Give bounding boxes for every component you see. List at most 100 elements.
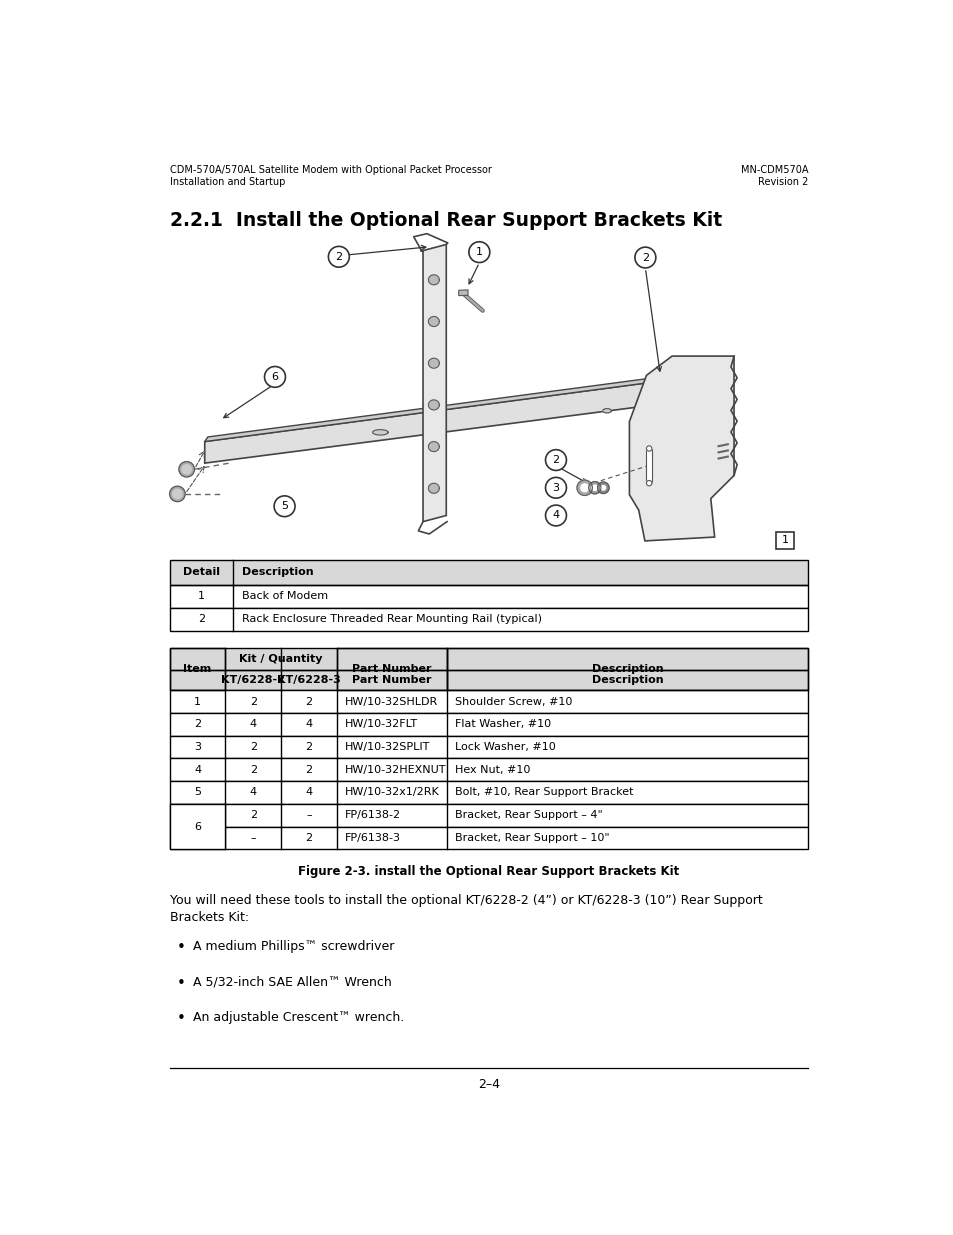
Circle shape: [646, 446, 651, 451]
Text: MN-CDM570A: MN-CDM570A: [740, 165, 807, 175]
Text: 2–4: 2–4: [477, 1078, 499, 1091]
Circle shape: [545, 505, 566, 526]
Text: Back of Modem: Back of Modem: [242, 592, 328, 601]
Bar: [170, 782, 807, 804]
Bar: [170, 238, 807, 546]
Bar: [447, 648, 807, 690]
Polygon shape: [428, 275, 438, 285]
Text: 2: 2: [305, 832, 313, 844]
Bar: [170, 561, 807, 585]
Text: Item: Item: [183, 664, 212, 674]
Text: Brackets Kit:: Brackets Kit:: [170, 911, 249, 924]
Circle shape: [468, 242, 489, 263]
Circle shape: [172, 489, 182, 499]
Text: HW/10-32x1/2RK: HW/10-32x1/2RK: [344, 788, 439, 798]
Text: Flat Washer, #10: Flat Washer, #10: [455, 719, 551, 730]
Bar: [170, 804, 225, 850]
Polygon shape: [428, 358, 438, 368]
Circle shape: [545, 450, 566, 471]
Text: An adjustable Crescent™ wrench.: An adjustable Crescent™ wrench.: [193, 1011, 404, 1024]
Text: Lock Washer, #10: Lock Washer, #10: [455, 742, 555, 752]
Bar: [776, 531, 793, 548]
Text: KT/6228-3: KT/6228-3: [277, 676, 340, 685]
Text: •: •: [176, 976, 186, 990]
Text: FP/6138-3: FP/6138-3: [344, 832, 400, 844]
Polygon shape: [428, 483, 438, 493]
Text: 2: 2: [250, 742, 256, 752]
Text: HW/10-32SPLIT: HW/10-32SPLIT: [344, 742, 430, 752]
Text: 2: 2: [641, 252, 648, 263]
Bar: [170, 804, 807, 826]
Text: Description: Description: [242, 567, 314, 578]
Circle shape: [274, 496, 294, 516]
Text: HW/10-32HEXNUT: HW/10-32HEXNUT: [344, 764, 446, 774]
Text: Revision 2: Revision 2: [757, 178, 807, 188]
Circle shape: [597, 482, 608, 494]
Polygon shape: [602, 409, 611, 412]
Text: 1: 1: [476, 247, 482, 257]
Text: A 5/32-inch SAE Allen™ Wrench: A 5/32-inch SAE Allen™ Wrench: [193, 976, 392, 988]
Text: Description: Description: [591, 664, 662, 674]
Bar: [170, 648, 807, 690]
Text: Rack Enclosure Threaded Rear Mounting Rail (typical): Rack Enclosure Threaded Rear Mounting Ra…: [242, 615, 542, 625]
Text: 5: 5: [281, 501, 288, 511]
Circle shape: [600, 485, 605, 490]
Bar: [170, 648, 807, 669]
Polygon shape: [422, 245, 446, 521]
Polygon shape: [205, 374, 683, 442]
Text: 2: 2: [250, 764, 256, 774]
Circle shape: [182, 464, 192, 474]
Text: 4: 4: [305, 719, 313, 730]
Circle shape: [588, 482, 600, 494]
Text: Kit / Quantity: Kit / Quantity: [239, 653, 323, 664]
Text: 6: 6: [272, 372, 278, 382]
Text: 1: 1: [193, 697, 201, 706]
Text: 2: 2: [305, 742, 313, 752]
Text: A medium Phillips™ screwdriver: A medium Phillips™ screwdriver: [193, 940, 394, 953]
Text: 2: 2: [335, 252, 342, 262]
Bar: [336, 648, 447, 690]
Circle shape: [592, 485, 597, 490]
Text: Bracket, Rear Support – 4": Bracket, Rear Support – 4": [455, 810, 602, 820]
Bar: [170, 736, 807, 758]
Text: 4: 4: [250, 788, 256, 798]
Bar: [170, 669, 807, 690]
Text: 6: 6: [193, 821, 201, 831]
Circle shape: [264, 367, 285, 388]
Text: 3: 3: [552, 483, 558, 493]
Bar: [170, 585, 807, 608]
Text: 2: 2: [305, 764, 313, 774]
Circle shape: [577, 480, 592, 495]
Circle shape: [179, 462, 194, 477]
Bar: [170, 826, 807, 850]
Circle shape: [170, 487, 185, 501]
Circle shape: [635, 247, 655, 268]
Text: 2: 2: [305, 697, 313, 706]
Polygon shape: [205, 378, 679, 463]
Text: 5: 5: [193, 788, 201, 798]
Bar: [170, 690, 807, 713]
Text: You will need these tools to install the optional KT/6228-2 (4”) or KT/6228-3 (1: You will need these tools to install the…: [170, 894, 761, 906]
Text: Detail: Detail: [183, 567, 220, 578]
Polygon shape: [458, 290, 468, 295]
Text: 4: 4: [250, 719, 256, 730]
Polygon shape: [428, 316, 438, 326]
Text: HW/10-32FLT: HW/10-32FLT: [344, 719, 417, 730]
Text: –: –: [251, 832, 255, 844]
Text: •: •: [176, 1011, 186, 1026]
Text: Bolt, #10, Rear Support Bracket: Bolt, #10, Rear Support Bracket: [455, 788, 633, 798]
Text: Bracket, Rear Support – 10": Bracket, Rear Support – 10": [455, 832, 609, 844]
Polygon shape: [428, 442, 438, 452]
Text: 2.2.1  Install the Optional Rear Support Brackets Kit: 2.2.1 Install the Optional Rear Support …: [170, 211, 721, 231]
Polygon shape: [629, 356, 733, 541]
Text: 4: 4: [193, 764, 201, 774]
Circle shape: [545, 478, 566, 498]
Text: 2: 2: [250, 810, 256, 820]
Text: Part Number: Part Number: [352, 664, 432, 674]
Text: 2: 2: [197, 615, 205, 625]
Bar: [170, 561, 807, 585]
Text: 2: 2: [250, 697, 256, 706]
Polygon shape: [428, 400, 438, 410]
Polygon shape: [373, 430, 388, 435]
Text: HW/10-32SHLDR: HW/10-32SHLDR: [344, 697, 437, 706]
